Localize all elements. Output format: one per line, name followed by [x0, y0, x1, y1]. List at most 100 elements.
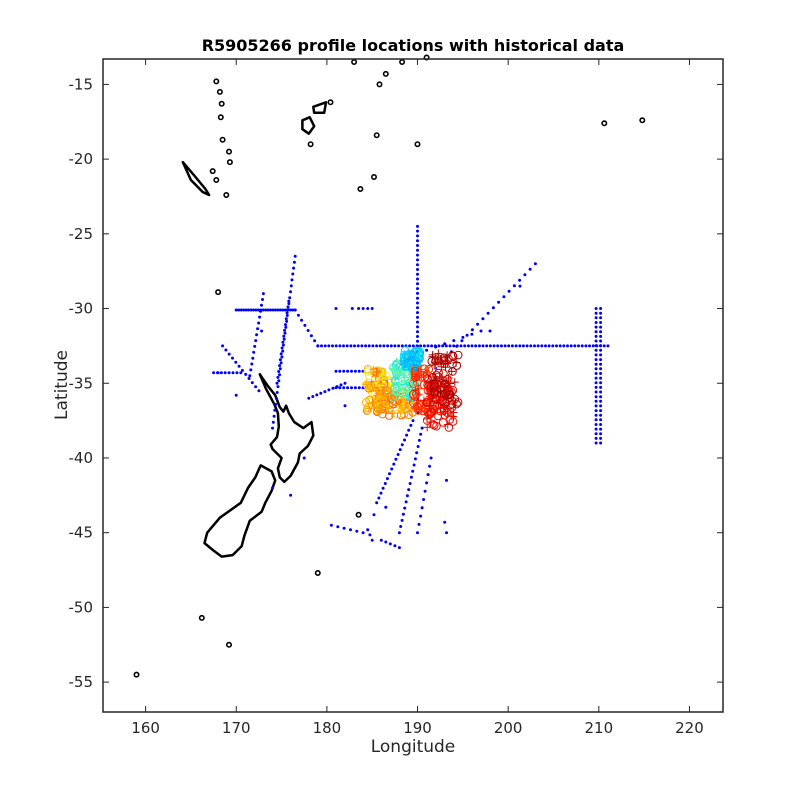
historical-point [416, 272, 419, 276]
historical-point [385, 477, 389, 481]
historical-point [277, 379, 281, 383]
historical-point [349, 528, 352, 532]
historical-point [334, 344, 338, 348]
historical-point [384, 540, 388, 544]
profile-marker [430, 389, 439, 399]
historical-point [283, 328, 287, 332]
historical-point [599, 330, 603, 334]
historical-point [416, 330, 419, 334]
historical-point [258, 315, 262, 319]
historical-point [416, 268, 419, 271]
historical-point [599, 385, 603, 389]
historical-point [599, 441, 603, 445]
historical-point [338, 369, 342, 373]
historical-point [282, 337, 286, 341]
historical-point [291, 308, 295, 312]
historical-point [416, 335, 419, 338]
profile-marker [445, 415, 455, 424]
historical-point [594, 321, 598, 324]
historical-point [327, 388, 331, 392]
profile-marker [431, 394, 441, 404]
historical-point [481, 344, 485, 348]
historical-point [372, 513, 376, 517]
profile-marker [410, 403, 419, 412]
historical-point [250, 381, 254, 385]
historical-point [599, 436, 603, 440]
profile-marker [400, 376, 409, 385]
historical-point [278, 308, 282, 312]
historical-point [452, 344, 456, 348]
island-outline [226, 159, 233, 166]
historical-point [276, 375, 280, 379]
historical-point [248, 374, 252, 378]
y-axis-label: Latitude [52, 350, 72, 420]
historical-point [274, 397, 278, 400]
island-outline [217, 114, 224, 121]
historical-point [375, 501, 379, 505]
profile-marker [432, 421, 441, 431]
historical-point [416, 244, 419, 247]
historical-point [370, 307, 374, 310]
historical-point [523, 273, 527, 277]
historical-point [329, 523, 333, 527]
historical-point [273, 408, 277, 412]
historical-point [476, 322, 480, 326]
historical-point [323, 344, 327, 348]
historical-point [251, 308, 255, 312]
historical-point [223, 371, 227, 375]
historical-point [309, 334, 313, 338]
historical-point [416, 277, 419, 281]
historical-point [272, 414, 276, 418]
island-outline [373, 132, 380, 139]
historical-point [416, 296, 419, 300]
historical-point [416, 311, 419, 315]
x-tick-label: 210 [584, 719, 613, 737]
historical-point [477, 344, 481, 348]
x-tick-label: 180 [313, 719, 342, 737]
profile-marker [362, 406, 372, 415]
historical-point [234, 360, 238, 364]
profile-marker [422, 397, 432, 407]
historical-point [261, 298, 264, 301]
island-outline [355, 511, 362, 518]
island-outline [307, 141, 314, 148]
historical-point [594, 436, 598, 440]
profile-marker [371, 372, 380, 381]
profile-marker [400, 357, 409, 366]
historical-point [313, 339, 317, 343]
historical-point [594, 390, 598, 394]
historical-point [407, 428, 411, 432]
profile-marker [426, 409, 436, 418]
historical-point [343, 381, 347, 385]
historical-point [353, 344, 356, 348]
historical-point [518, 344, 522, 348]
profile-marker [376, 395, 385, 404]
historical-point [249, 308, 253, 312]
historical-point [594, 353, 598, 357]
historical-point [381, 486, 385, 490]
historical-point [499, 344, 503, 348]
historical-point [411, 469, 415, 473]
profile-marker [431, 359, 440, 367]
historical-point [357, 386, 361, 390]
profile-marker [372, 380, 381, 390]
historical-point [599, 432, 603, 436]
profile-marker [364, 404, 373, 413]
historical-point [420, 506, 424, 510]
historical-point [408, 344, 412, 348]
historical-point [388, 542, 392, 546]
historical-point [282, 334, 286, 338]
historical-point [594, 362, 598, 366]
historical-point [481, 317, 485, 321]
y-tick-label: -30 [69, 300, 94, 318]
historical-point [416, 258, 419, 262]
historical-point [422, 498, 426, 501]
historical-point [426, 473, 430, 477]
historical-point [247, 377, 251, 380]
historical-point [357, 307, 361, 310]
historical-point [319, 391, 323, 395]
historical-point [416, 339, 419, 343]
historical-point [379, 491, 383, 495]
island-outline [399, 58, 406, 65]
